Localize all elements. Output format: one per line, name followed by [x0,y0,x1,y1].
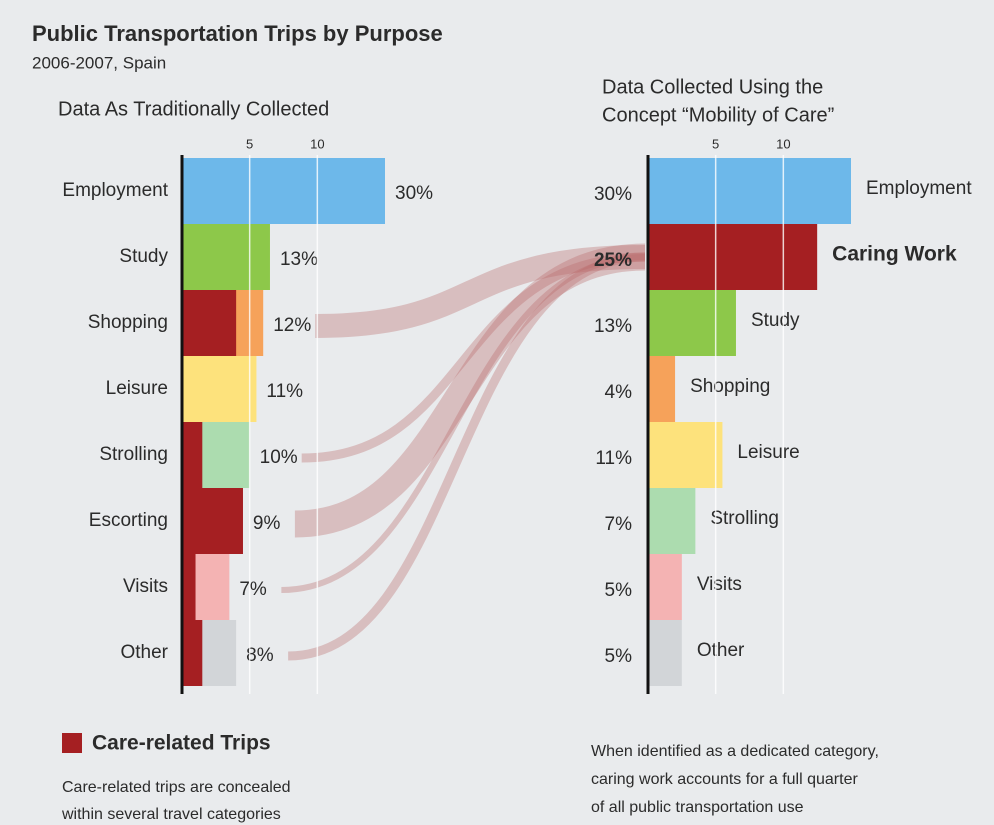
care-flow [301,252,646,463]
right-heading: Data Collected Using the [602,76,823,98]
care-bar [182,620,203,686]
value-label: 5% [605,646,633,667]
care-flow [315,245,646,338]
x-tick-label: 5 [712,136,719,151]
note: caring work accounts for a full quarter [591,771,858,788]
care-flow [288,252,646,661]
subtitle: 2006-2007, Spain [32,53,166,72]
bar [648,224,818,290]
bar [648,422,723,488]
x-tick-label: 10 [776,136,790,151]
legend-label: Care-related Trips [92,732,271,755]
bar [182,224,270,290]
category-label: Other [120,642,168,663]
left-heading: Data As Traditionally Collected [58,98,329,120]
category-label: Visits [123,576,168,597]
note: of all public transportation use [591,799,804,816]
value-label: 25% [594,250,632,271]
care-flow [281,254,646,593]
category-label: Strolling [99,444,168,465]
bar [648,620,682,686]
value-label: 13% [280,249,318,270]
value-label: 5% [605,580,633,601]
bar [648,488,696,554]
value-label: 12% [273,315,311,336]
bar [648,158,851,224]
care-bar [182,554,196,620]
value-label: 7% [605,514,633,535]
care-bar [182,488,243,554]
note: When identified as a dedicated category, [591,743,879,760]
category-label: Other [697,640,745,661]
category-label: Shopping [690,376,770,397]
value-label: 4% [605,382,633,403]
value-label: 7% [239,579,267,600]
value-label: 8% [246,645,274,666]
chart-title: Public Transportation Trips by Purpose [32,21,443,46]
value-label: 10% [260,447,298,468]
bar [182,158,385,224]
legend-swatch [62,733,82,753]
category-label: Employment [866,178,972,199]
bar [648,554,682,620]
right-heading: Concept “Mobility of Care” [602,104,834,126]
value-label: 30% [594,184,632,205]
category-label: Leisure [106,378,168,399]
category-label: Leisure [737,442,799,463]
value-label: 11% [266,381,303,402]
category-label: Strolling [710,508,779,529]
category-label: Visits [697,574,742,595]
bar [648,290,736,356]
care-bar [182,422,203,488]
category-label: Escorting [89,510,168,531]
value-label: 11% [595,448,632,469]
care-bar [182,290,237,356]
note: Care-related trips are concealed [62,779,291,796]
value-label: 9% [253,513,281,534]
value-label: 13% [594,316,632,337]
category-label: Study [751,310,800,331]
category-label: Caring Work [832,243,957,266]
care-flow [294,243,646,538]
value-label: 30% [395,183,433,204]
category-label: Employment [62,180,168,201]
category-label: Shopping [88,312,168,333]
flows [281,243,646,661]
category-label: Study [119,246,168,267]
x-tick-label: 10 [310,136,324,151]
bar [182,356,257,422]
x-tick-label: 5 [246,136,253,151]
bar [648,356,676,422]
note: within several travel categories [61,806,281,823]
